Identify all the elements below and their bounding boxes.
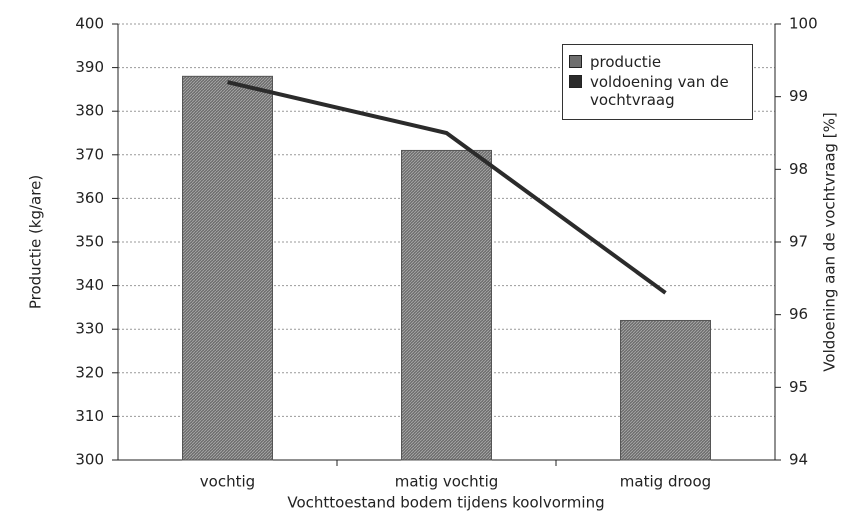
y2-axis-title: Voldoening aan de vochtvraag [%]: [821, 112, 839, 371]
x-tick-label: matig droog: [620, 473, 711, 491]
bar: [620, 319, 711, 461]
y-axis-title: Productie (kg/are): [27, 175, 45, 309]
y2-tick-label: 96: [789, 305, 808, 323]
x-axis-title: Vochttoestand bodem tijdens koolvorming: [287, 494, 604, 512]
bar: [401, 149, 492, 461]
y2-tick-label: 100: [789, 15, 818, 33]
legend-swatch: [569, 55, 582, 68]
y-tick-label: 340: [75, 276, 104, 294]
x-tick-label: matig vochtig: [395, 473, 499, 491]
legend-item: voldoening van de vochtvraag: [569, 73, 746, 109]
y-tick-label: 320: [75, 363, 104, 381]
bar: [182, 75, 273, 461]
y-tick-label: 310: [75, 407, 104, 425]
y2-tick-label: 99: [789, 87, 808, 105]
legend-swatch: [569, 75, 582, 88]
y-tick-label: 330: [75, 320, 104, 338]
y-tick-label: 400: [75, 15, 104, 33]
legend-label: productie: [590, 53, 662, 71]
x-tick-label: vochtig: [200, 473, 255, 491]
y2-tick-label: 98: [789, 160, 808, 178]
y-tick-label: 380: [75, 102, 104, 120]
legend: productie voldoening van de vochtvraag: [562, 44, 753, 120]
y-tick-label: 300: [75, 451, 104, 469]
y2-tick-label: 95: [789, 378, 808, 396]
line: [227, 80, 667, 295]
legend-label: voldoening van de vochtvraag: [590, 73, 729, 109]
y-tick-label: 390: [75, 58, 104, 76]
y-tick-label: 360: [75, 189, 104, 207]
y-tick-label: 350: [75, 233, 104, 251]
y2-tick-label: 97: [789, 233, 808, 251]
y2-tick-label: 94: [789, 451, 808, 469]
legend-item: productie: [569, 53, 746, 71]
y-tick-label: 370: [75, 145, 104, 163]
